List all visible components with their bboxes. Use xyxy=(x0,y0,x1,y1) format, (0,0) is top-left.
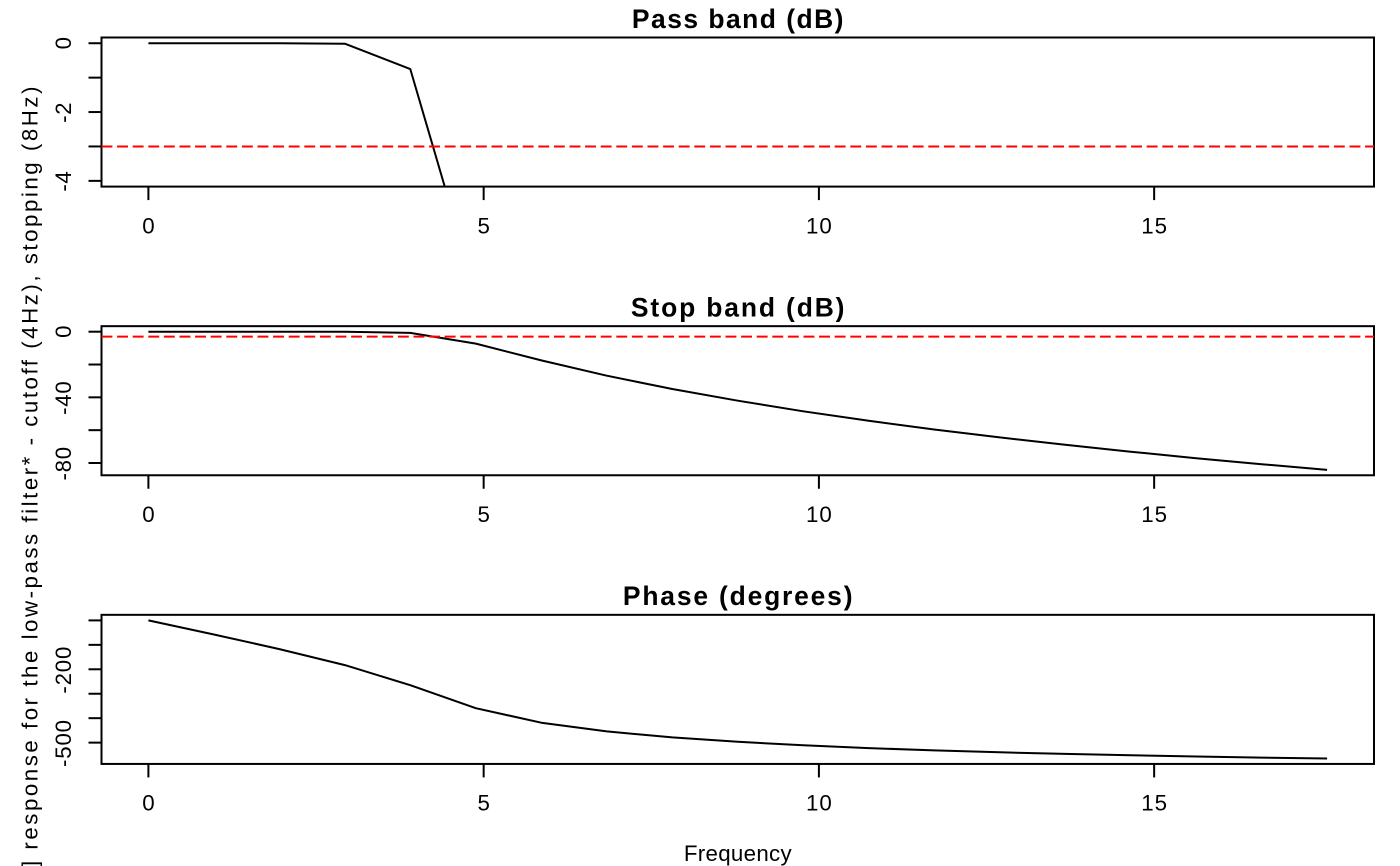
svg-text:Frequency: Frequency xyxy=(684,841,793,866)
svg-text:-200: -200 xyxy=(51,646,76,694)
svg-text:] response for the low-pass fi: ] response for the low-pass filter* - cu… xyxy=(17,84,42,866)
svg-text:5: 5 xyxy=(477,502,489,527)
svg-text:-4: -4 xyxy=(51,171,76,192)
svg-text:Phase (degrees): Phase (degrees) xyxy=(623,581,854,611)
svg-text:15: 15 xyxy=(1141,502,1168,527)
svg-text:10: 10 xyxy=(806,213,833,238)
svg-text:Pass band (dB): Pass band (dB) xyxy=(632,4,845,34)
svg-text:-2: -2 xyxy=(51,102,76,123)
svg-text:0: 0 xyxy=(142,791,154,816)
svg-text:15: 15 xyxy=(1141,791,1168,816)
svg-text:15: 15 xyxy=(1141,213,1168,238)
svg-text:10: 10 xyxy=(806,502,833,527)
svg-text:-40: -40 xyxy=(51,381,76,415)
svg-text:-80: -80 xyxy=(51,446,76,480)
svg-text:0: 0 xyxy=(142,213,154,238)
svg-text:10: 10 xyxy=(806,791,833,816)
svg-text:0: 0 xyxy=(51,37,76,49)
svg-text:0: 0 xyxy=(142,502,154,527)
svg-text:Stop band (dB): Stop band (dB) xyxy=(631,293,846,323)
svg-text:5: 5 xyxy=(477,213,489,238)
svg-text:0: 0 xyxy=(51,325,76,337)
svg-text:5: 5 xyxy=(477,791,489,816)
svg-text:-500: -500 xyxy=(51,719,76,767)
